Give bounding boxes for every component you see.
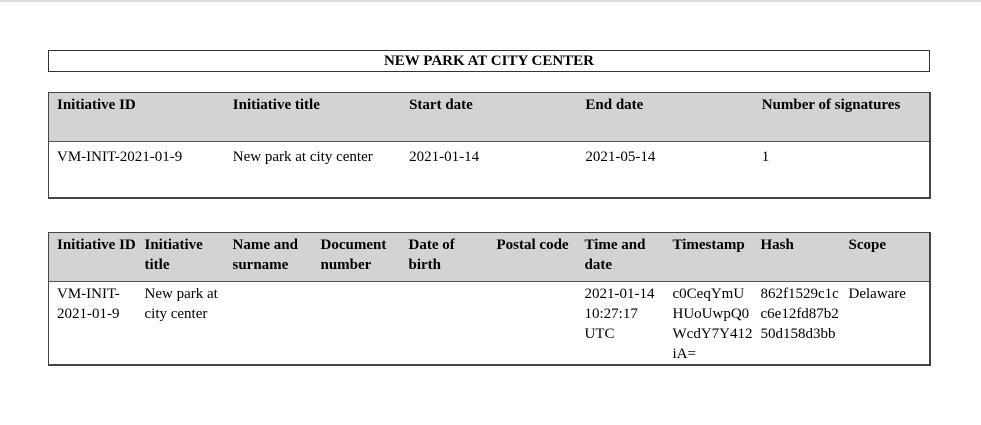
column-header: Time and date	[576, 232, 665, 282]
table-cell	[313, 282, 401, 366]
column-header: Initiative title	[136, 232, 225, 282]
table-cell: VM-INIT-2021-01-9	[57, 149, 183, 165]
column-header: Timestamp	[664, 232, 753, 282]
table-row: VM-INIT-2021-01-9 New park at city cente…	[49, 142, 931, 199]
table-header-row: Initiative ID Initiative title Name and …	[48, 232, 930, 282]
table-cell: c0CeqYmUHUoUwpQ0WcdY7Y412iA=	[672, 286, 753, 362]
table-cell: 2021-01-14 10:27:17 UTC	[584, 286, 655, 342]
column-header: Postal code	[488, 232, 577, 282]
table-cell: 2021-01-14	[409, 149, 480, 165]
table-cell: New park at city center	[144, 286, 218, 322]
table-cell: VM-INIT-2021-01-9	[57, 286, 120, 322]
column-header: Start date	[401, 92, 578, 142]
initiative-summary-table: Initiative ID Initiative title Start dat…	[48, 92, 931, 199]
column-header: Hash	[752, 232, 841, 282]
table-cell: 1	[761, 149, 770, 165]
table-cell: 2021-05-14	[585, 149, 656, 165]
table-cell	[225, 282, 313, 366]
column-header: Name and surname	[224, 232, 313, 282]
column-header: Initiative ID	[48, 232, 137, 282]
table-cell: New park at city center	[232, 149, 373, 165]
table-row: VM-INIT-2021-01-9 New park at city cente…	[49, 282, 931, 366]
table-header-row: Initiative ID Initiative title Start dat…	[48, 92, 930, 142]
document-title: NEW PARK AT CITY CENTER	[48, 50, 930, 72]
column-header: Number of signatures	[753, 92, 930, 142]
table-cell	[489, 282, 577, 366]
column-header: Scope	[840, 232, 930, 282]
column-header: End date	[577, 92, 754, 142]
signatures-table: Initiative ID Initiative title Name and …	[48, 232, 931, 366]
column-header: Initiative ID	[48, 92, 225, 142]
column-header: Document number	[312, 232, 401, 282]
table-cell: Delaware	[848, 286, 906, 302]
column-header: Date of birth	[400, 232, 489, 282]
table-cell: 862f1529c1cc6e12fd87b250d158d3bb	[760, 286, 839, 342]
table-cell	[401, 282, 489, 366]
column-header: Initiative title	[224, 92, 402, 142]
